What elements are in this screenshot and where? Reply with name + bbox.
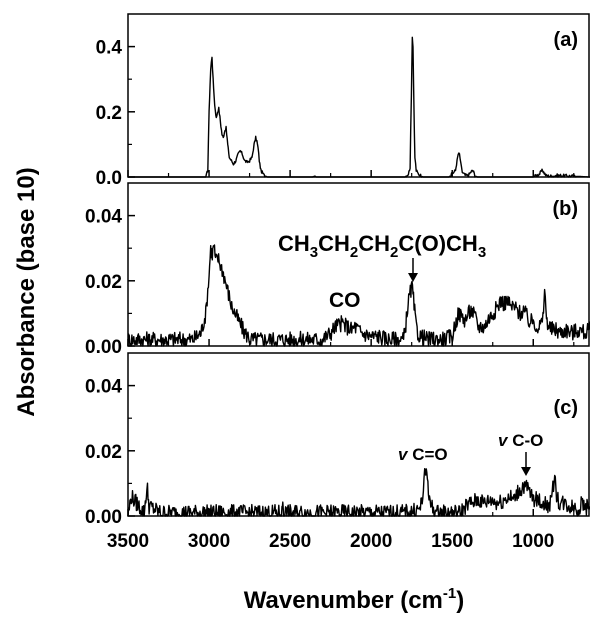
panel-b-y-tick-label: 0.02 — [85, 272, 122, 293]
panel-a-y-ticks: 0.0 0.2 0.4 — [96, 38, 135, 189]
panel-a-frame — [127, 13, 590, 178]
x-tick-label: 3000 — [188, 531, 230, 552]
panel-b: 0.00 0.02 0.04 (b) CH3CH2CH2C(O)CH3 CO — [85, 182, 590, 358]
panel-b-label: (b) — [552, 198, 578, 220]
panel-a-y-tick-label: 0.2 — [96, 103, 122, 124]
co-single-arrow — [521, 452, 531, 476]
x-tick-label: 2500 — [269, 531, 311, 552]
panel-a-spectrum-line — [127, 36, 590, 178]
ketone-annotation: CH3CH2CH2C(O)CH3 — [278, 231, 486, 261]
panel-b-y-tick-label: 0.04 — [85, 207, 122, 228]
panel-c-label: (c) — [554, 397, 578, 419]
x-tick-label: 1000 — [512, 531, 554, 552]
ketone-arrow — [408, 258, 418, 282]
panel-a-label: (a) — [554, 29, 578, 51]
x-tick-label: 1500 — [431, 531, 473, 552]
panel-b-frame — [127, 182, 590, 347]
co-single-annotation: v C-O — [498, 431, 543, 450]
panel-c-y-tick-label: 0.02 — [85, 442, 122, 463]
x-tick-labels: 3500 3000 2500 2000 1500 1000 — [107, 531, 555, 552]
panel-c-y-tick-label: 0.00 — [85, 507, 122, 528]
x-axis-title: Wavenumber (cm-1) — [244, 585, 465, 614]
x-tick-label: 2000 — [350, 531, 392, 552]
co-annotation: CO — [329, 289, 361, 312]
panel-b-y-ticks: 0.00 0.02 0.04 — [85, 207, 135, 358]
panel-a-y-tick-label: 0.4 — [96, 38, 123, 59]
panel-c: 0.00 0.02 0.04 (c) v C=O v C-O — [85, 352, 590, 528]
panel-b-spectrum-line — [127, 244, 590, 347]
co-double-annotation: v C=O — [398, 445, 448, 464]
panel-b-y-tick-label: 0.00 — [85, 337, 122, 358]
panel-a: 0.0 0.2 0.4 (a) — [96, 13, 590, 189]
panel-c-y-ticks: 0.00 0.02 0.04 — [85, 377, 135, 528]
panel-a-y-tick-label: 0.0 — [96, 168, 122, 189]
y-axis-title: Absorbance (base 10) — [13, 167, 40, 416]
panel-c-y-tick-label: 0.04 — [85, 377, 122, 398]
x-tick-label: 3500 — [107, 531, 149, 552]
panel-c-spectrum-line — [127, 468, 590, 517]
